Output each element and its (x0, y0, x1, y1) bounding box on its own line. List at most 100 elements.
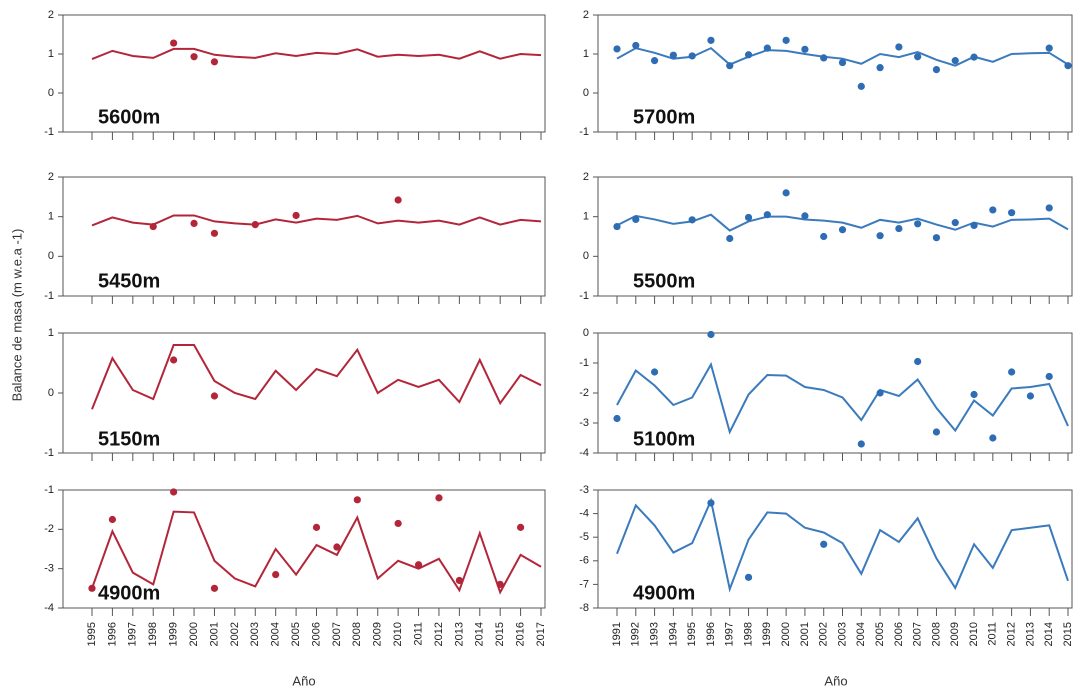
point (650, 368, 659, 376)
point (435, 494, 443, 502)
point (632, 215, 640, 224)
point (932, 234, 941, 242)
x-tick-label: 2006 (310, 622, 322, 646)
y-tick-label: 2 (583, 171, 589, 183)
point (1045, 204, 1053, 212)
point (970, 53, 978, 61)
x-tick-label: 2005 (874, 622, 886, 646)
x-tick-label: 1996 (705, 622, 717, 646)
point (613, 222, 621, 231)
point (170, 488, 178, 496)
point (272, 570, 280, 579)
point (782, 36, 790, 44)
y-tick-label: 0 (583, 250, 589, 262)
line (91, 344, 542, 410)
point (820, 232, 828, 241)
y-tick-label: -1 (579, 126, 589, 138)
point (688, 52, 696, 60)
line (616, 497, 1069, 593)
point (1008, 368, 1016, 376)
y-tick-label: -4 (579, 447, 589, 459)
y-tick-label: -3 (579, 417, 589, 429)
x-tick-label: 2013 (453, 622, 465, 646)
point (516, 523, 525, 531)
panel-label: 5500m (633, 270, 695, 292)
x-tick-label: 2006 (893, 622, 905, 646)
y-tick-label: -1 (579, 357, 589, 369)
point (857, 440, 865, 448)
point (210, 584, 219, 592)
x-tick-label: 1994 (667, 622, 679, 646)
x-tick-label: 2011 (987, 622, 999, 646)
plot-frame (597, 489, 1073, 609)
x-tick-label: 2013 (1024, 622, 1036, 646)
x-tick-label: 2001 (799, 622, 811, 646)
x-tick-label: 1995 (686, 622, 698, 646)
x-tick-label: 2012 (433, 622, 445, 646)
point (914, 220, 922, 228)
y-tick-label: -2 (579, 387, 589, 399)
x-tick-label: 2011 (412, 622, 424, 646)
x-tick-label: 1999 (761, 622, 773, 646)
x-tick-label: 2000 (188, 622, 200, 646)
panel-label: 4900m (633, 582, 695, 604)
point (744, 213, 753, 222)
point (820, 54, 828, 62)
y-tick-label: 0 (48, 250, 54, 262)
point (414, 561, 423, 569)
point (970, 390, 978, 399)
point (108, 515, 117, 524)
x-tick-label: 1997 (724, 622, 736, 646)
point (801, 45, 809, 53)
point (292, 211, 300, 220)
point (650, 57, 659, 65)
point (857, 82, 865, 90)
point (1045, 44, 1053, 52)
point (707, 36, 715, 44)
point (190, 219, 198, 228)
point (251, 221, 259, 229)
y-tick-label: -5 (579, 531, 589, 543)
y-tick-label: 1 (583, 48, 589, 60)
point (613, 414, 621, 423)
point (688, 216, 696, 224)
x-tick-label: 2010 (392, 622, 404, 646)
x-tick-label: 1996 (106, 622, 118, 646)
x-tick-label: 2010 (968, 622, 980, 646)
x-tick-label: 2007 (331, 622, 343, 646)
y-tick-label: 0 (583, 327, 589, 339)
x-tick-label: 1998 (147, 622, 159, 646)
point (455, 576, 463, 585)
point (707, 499, 715, 507)
x-tick-label: 1998 (742, 622, 754, 646)
point (613, 45, 621, 53)
x-tick-label: 2009 (949, 622, 961, 646)
x-tick-label: 2005 (290, 622, 302, 646)
point (895, 43, 903, 51)
point (312, 523, 321, 531)
y-tick-label: -4 (579, 508, 589, 520)
point (669, 51, 677, 59)
x-tick-label: 2008 (930, 622, 942, 646)
point (170, 356, 178, 364)
x-tick-label: 1999 (168, 622, 180, 646)
x-tick-label: 2003 (836, 622, 848, 646)
point (394, 519, 402, 528)
x-tick-label: 2015 (494, 622, 506, 646)
plot-frame (62, 14, 546, 133)
x-tick-label: 2016 (514, 622, 526, 646)
y-tick-label: 0 (583, 87, 589, 99)
y-tick-label: -1 (44, 126, 54, 138)
y-tick-label: 2 (48, 171, 54, 183)
point (951, 219, 959, 227)
panel-label: 5100m (633, 428, 695, 450)
point (951, 57, 959, 65)
point (914, 53, 922, 61)
point (1008, 209, 1016, 217)
point (190, 53, 198, 61)
line (91, 214, 542, 227)
point (876, 389, 884, 397)
y-tick-label: 2 (48, 9, 54, 21)
y-tick-label: -4 (44, 602, 54, 614)
y-tick-label: 1 (48, 211, 54, 223)
